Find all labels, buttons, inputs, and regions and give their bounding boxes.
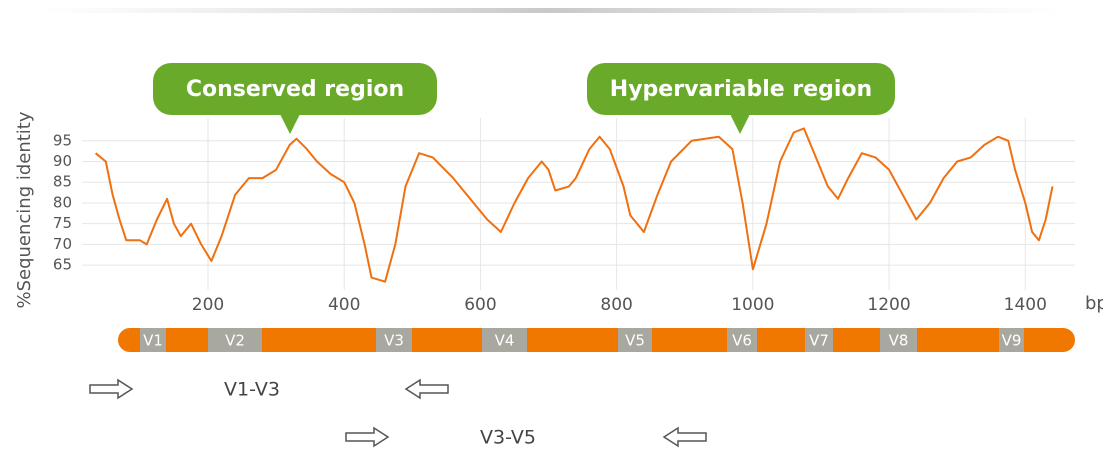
- top-shadow: [40, 8, 1060, 13]
- x-tick-label: 1400: [1004, 295, 1047, 315]
- y-tick-label: 75: [53, 214, 72, 232]
- region-label: V6: [732, 332, 752, 350]
- data-line: [94, 127, 1054, 283]
- annotation: Conserved region: [186, 77, 404, 102]
- callout: Conserved region: [153, 63, 437, 134]
- region-label: V3: [384, 332, 404, 350]
- region-label: V2: [225, 332, 245, 350]
- region-label: V4: [495, 332, 515, 350]
- gene-bar: [118, 328, 1075, 352]
- amplicon-label: V1-V3: [224, 379, 280, 401]
- region-label: V5: [625, 332, 645, 350]
- region-label: V7: [809, 332, 829, 350]
- x-tick-label: 800: [600, 295, 632, 315]
- region-box: [140, 328, 166, 352]
- region-box: [376, 328, 412, 352]
- x-tick-label: 400: [328, 295, 360, 315]
- x-tick-label: 200: [192, 295, 224, 315]
- region-label: V9: [1002, 332, 1022, 350]
- region-label: V8: [889, 332, 909, 350]
- amplicon-label: V3-V5: [480, 427, 536, 449]
- annotation: Hypervariable region: [610, 77, 872, 102]
- x-tick-label: 1200: [867, 295, 910, 315]
- y-tick-label: 85: [53, 173, 72, 191]
- x-axis-label: bp: [1085, 293, 1103, 314]
- amplicon: V3-V5: [345, 427, 707, 449]
- region-label: V1: [143, 332, 163, 350]
- region-box: [999, 328, 1024, 352]
- callout: Hypervariable region: [587, 63, 895, 134]
- region-box: [208, 328, 262, 352]
- amplicon: V1-V3: [89, 379, 449, 401]
- x-tick-label: 1000: [731, 295, 774, 315]
- region-box: [727, 328, 757, 352]
- region-box: [880, 328, 917, 352]
- region-box: [482, 328, 527, 352]
- region-box: [805, 328, 833, 352]
- y-tick-label: 70: [53, 235, 72, 253]
- y-tick-label: 65: [53, 256, 72, 274]
- region-box: [618, 328, 652, 352]
- y-tick-label: 80: [53, 193, 72, 211]
- y-axis-label: %Sequencing identity: [14, 111, 35, 308]
- y-tick-label: 95: [53, 131, 72, 149]
- x-tick-label: 600: [464, 295, 496, 315]
- y-tick-label: 90: [53, 152, 72, 170]
